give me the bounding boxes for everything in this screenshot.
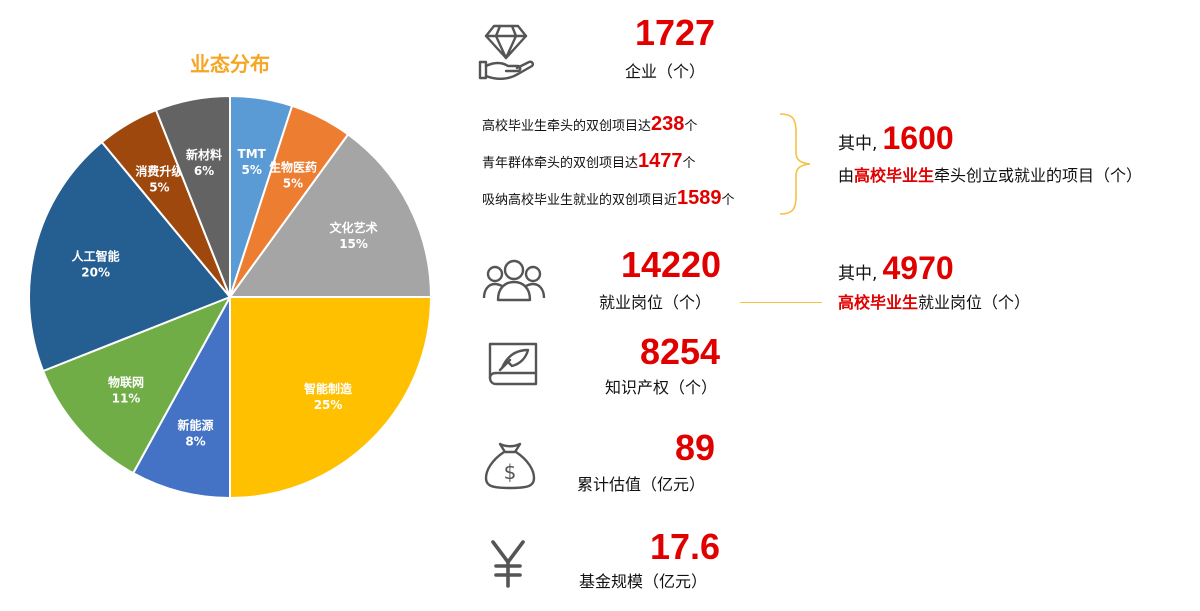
jobs-value: 14220	[620, 244, 722, 285]
valuation-value: 89	[674, 427, 716, 468]
slice-name-label: 物联网	[108, 375, 144, 390]
pie-slice-5	[41, 295, 233, 475]
slice-name-label: TMT	[238, 147, 267, 161]
fund-caption: 基金规模（亿元）	[578, 572, 707, 591]
project-line-3: 吸纳高校毕业生就业的双创项目近1589个	[482, 187, 735, 209]
ip-caption: 知识产权（个）	[604, 378, 717, 397]
document-quill-icon	[484, 340, 542, 392]
pie-slice-4	[131, 296, 231, 500]
connector-line	[740, 302, 822, 303]
slice-percent-label: 8%	[185, 434, 205, 448]
yen-icon	[487, 538, 529, 590]
slice-percent-label: 5%	[149, 181, 169, 195]
jobs-among: 其中, 4970	[838, 250, 954, 286]
people-group-icon	[482, 258, 546, 304]
slice-name-label: 生物医药	[269, 159, 317, 174]
chart-title: 业态分布	[190, 52, 270, 76]
diamond-hand-icon	[474, 22, 538, 84]
pie-slice-6	[28, 140, 232, 373]
slice-name-label: 消费升级	[135, 164, 183, 179]
slice-percent-label: 6%	[194, 164, 214, 178]
money-bag-icon: $	[482, 440, 538, 492]
project-line-1: 高校毕业生牵头的双创项目达238个	[482, 113, 698, 135]
slice-name-label: 智能制造	[303, 381, 353, 396]
slice-percent-label: 20%	[81, 266, 110, 280]
slice-name-label: 新材料	[186, 147, 222, 162]
ip-value: 8254	[639, 331, 721, 372]
svg-text:$: $	[504, 460, 517, 484]
pie-slice-8	[154, 94, 231, 298]
brace-divider	[779, 113, 811, 215]
slice-percent-label: 11%	[112, 392, 141, 406]
fund-value: 17.6	[649, 526, 721, 567]
enterprises-value: 1727	[634, 12, 716, 53]
pie-chart: TMT 5% 生物医药 5% 文化艺术 15% 智能制造 25% 新能源 8% 物联网 11% 人工智能…	[28, 94, 433, 500]
pie-slice-3	[229, 296, 433, 500]
slice-percent-label: 5%	[242, 163, 262, 177]
projects-among-caption: 由高校毕业生牵头创立或就业的项目（个）	[838, 166, 1143, 185]
enterprises-caption: 企业（个）	[624, 62, 705, 81]
slice-percent-label: 25%	[314, 398, 343, 412]
project-line-2: 青年群体牵头的双创项目达1477个	[482, 150, 696, 172]
slice-name-label: 新能源	[178, 417, 214, 432]
slice-name-label: 文化艺术	[330, 220, 378, 235]
jobs-caption: 就业岗位（个）	[598, 293, 711, 312]
slice-percent-label: 5%	[283, 176, 303, 190]
slice-percent-label: 15%	[339, 237, 368, 251]
valuation-caption: 累计估值（亿元）	[576, 475, 705, 494]
slice-name-label: 人工智能	[72, 249, 120, 264]
pie-slice-2	[228, 132, 433, 298]
jobs-among-caption: 高校毕业生就业岗位（个）	[838, 293, 1031, 312]
projects-among: 其中, 1600	[838, 120, 954, 156]
